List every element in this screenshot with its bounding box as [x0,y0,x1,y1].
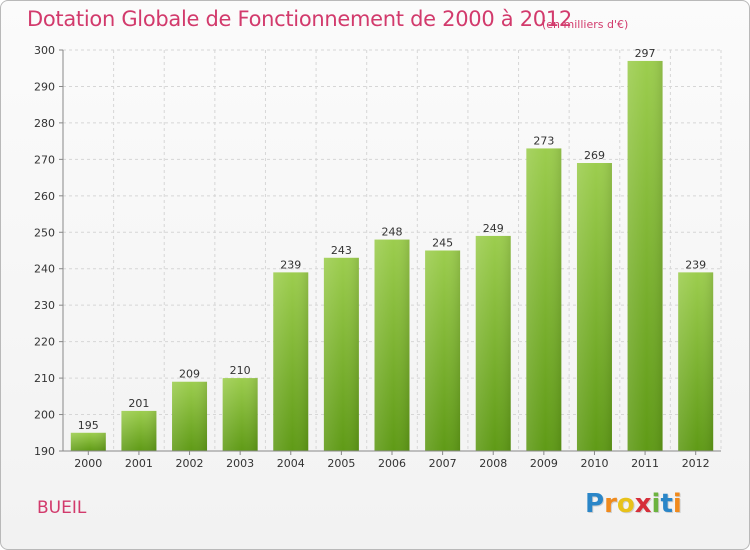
data-label: 243 [331,244,352,257]
bar-shading [576,163,612,451]
bars: 195 201 209 210 239 243 248 245 249 273 269 297 239 [70,47,714,451]
x-tick-label: 2003 [226,457,254,470]
bar-shading [323,257,359,451]
bar-shading [273,272,309,451]
logo-letter: i [672,489,682,519]
data-label: 210 [230,364,251,377]
bar-shading [678,272,714,451]
bar-shading [374,239,410,451]
x-tick-label: 2001 [125,457,153,470]
y-tick-label: 220 [34,336,55,349]
x-tick-label: 2006 [378,457,406,470]
proxiti-logo[interactable]: Proxiti [585,489,682,519]
x-tick-label: 2004 [277,457,305,470]
data-label: 273 [533,134,554,147]
chart-subtitle: (en milliers d'€) [542,18,629,31]
bar-shading [475,235,511,451]
data-label: 209 [179,368,200,381]
y-tick-label: 270 [34,153,55,166]
logo-letter: r [604,489,617,519]
data-label: 195 [78,419,99,432]
y-tick-label: 260 [34,190,55,203]
bar-shading [222,378,258,451]
y-tick-label: 210 [34,372,55,385]
y-tick-label: 290 [34,80,55,93]
x-tick-label: 2012 [682,457,710,470]
y-tick-label: 190 [34,445,55,458]
x-tick-label: 2000 [74,457,102,470]
bar-shading [70,432,106,451]
x-tick-label: 2011 [631,457,659,470]
y-tick-label: 240 [34,263,55,276]
x-tick-label: 2010 [580,457,608,470]
y-tick-label: 230 [34,299,55,312]
axes: 190 200 210 220 230 240 250 260 270 280 290 300 2000… [34,44,721,470]
logo-letter: i [651,489,661,519]
data-label: 248 [382,226,403,239]
logo-letter: o [616,489,635,519]
bar-shading [627,60,663,451]
logo-letter: t [660,489,673,519]
data-label: 249 [483,222,504,235]
data-label: 239 [280,258,301,271]
commune-name: BUEIL [37,498,87,518]
y-tick-label: 280 [34,117,55,130]
logo-letter: x [634,489,652,519]
data-label: 201 [128,397,149,410]
y-tick-label: 200 [34,409,55,422]
y-tick-label: 300 [34,44,55,57]
chart-title: Dotation Globale de Fonctionnement de 20… [27,7,572,31]
x-tick-label: 2005 [327,457,355,470]
logo-letter: P [585,489,605,519]
data-label: 297 [635,47,656,60]
data-label: 245 [432,237,453,250]
bar-shading [526,148,562,451]
x-tick-label: 2009 [530,457,558,470]
bar-shading [172,381,208,451]
x-tick-label: 2007 [429,457,457,470]
y-tick-label: 250 [34,226,55,239]
bar-shading [425,250,461,451]
x-tick-label: 2008 [479,457,507,470]
data-label: 269 [584,149,605,162]
data-label: 239 [685,258,706,271]
bar-shading [121,410,157,451]
x-tick-label: 2002 [176,457,204,470]
